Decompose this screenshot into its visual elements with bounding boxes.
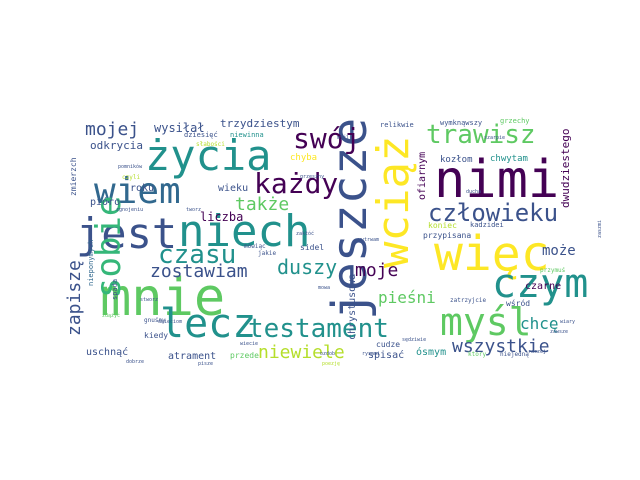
word-moze: może (542, 243, 576, 259)
word-spisac: spisać (368, 350, 405, 361)
word-kiedy: kiedy (144, 331, 169, 340)
word-trawisz: trawisz (426, 120, 536, 150)
word-chrystusowa: chrystusowa (347, 273, 358, 340)
word-sedziwie: sędziwie (402, 337, 427, 343)
word-lecz: lecz (160, 301, 257, 347)
word-wysilal: wysiłał (154, 121, 205, 135)
word-wiec: więc (434, 226, 550, 282)
word-nieponymych: nieponymych (87, 239, 95, 286)
word-ofiarnym: ofiarnym (417, 151, 428, 200)
word-raczej: raczej (528, 349, 547, 355)
word-mysl: myśl (440, 300, 532, 344)
word-moje: moje (355, 260, 399, 281)
word-zycia: życia (145, 131, 272, 180)
word-duszy: duszy (277, 255, 338, 279)
word-nimi: nimi (434, 150, 560, 210)
word-stworz: stworz (140, 297, 159, 303)
word-swoj: swój (293, 122, 361, 155)
word-rysami: rysami (362, 351, 381, 357)
word-ozdob: ozdob (320, 351, 336, 357)
word-chyba: chyba (290, 153, 318, 163)
word-piesni: pieśni (378, 288, 436, 307)
word-sidel: sidel (300, 243, 325, 252)
word-pisze: pisze (198, 361, 214, 367)
word-poezje: poezję (322, 361, 341, 367)
word-zaklocz: zakłóć (296, 231, 315, 237)
word-koniec: koniec (428, 221, 457, 230)
word-tworz: tworz (186, 207, 202, 213)
word-dzieciom: dzieciom (158, 319, 183, 325)
word-wiecie: wiecie (240, 341, 259, 347)
word-wciaz: wciąż (368, 135, 419, 268)
word-wymknawszy: wymknąwszy (440, 119, 483, 127)
word-wiary: wiary (560, 319, 576, 325)
word-ducha: ducha (466, 189, 482, 195)
word-przypisana: przypisana (423, 231, 472, 240)
word-niejedna: niejedną (500, 351, 529, 358)
word-trzydziestym: trzydziestym (220, 117, 300, 130)
word-zostawiam: zostawiam (150, 261, 248, 282)
word-wytrwam: wytrwam (358, 237, 380, 243)
word-wieku: wieku (218, 183, 249, 194)
word-spada: spada (111, 278, 119, 300)
word-wiem: wiem (94, 171, 181, 212)
word-czlowieku: człowieku (428, 199, 559, 227)
word-wsrod: wśród (506, 299, 531, 308)
word-grzeszny: grzeszny (300, 174, 325, 180)
word-mnie: mnie (100, 268, 226, 328)
word-mowa: mowa (318, 285, 331, 291)
word-jest: jest (76, 209, 178, 258)
word-odkrycia: odkrycia (90, 139, 143, 152)
word-kozlom: kozłom (440, 155, 473, 165)
word-relikwie: relikwie (380, 121, 414, 129)
word-zatrzyjcie: zatrzyjcie (450, 297, 487, 304)
word-jakie: jakie (258, 250, 277, 257)
word-zawsze: zawsze (550, 329, 569, 335)
word-niewinna: niewinna (230, 131, 264, 139)
word-uschnac: uschnąć (86, 347, 129, 358)
word-atrament: atrament (168, 351, 217, 362)
word-niewiele: niewiele (258, 342, 345, 363)
word-mojej: mojej (85, 119, 140, 140)
word-mysl-small: myśl (337, 135, 350, 141)
word-czarne: czarne (525, 281, 562, 292)
word-przymus: przymuś (540, 267, 566, 274)
word-cudze: cudze (376, 340, 401, 349)
word-kazdy: każdy (254, 167, 339, 200)
word-dwudziestego: dwudziestego (559, 128, 572, 208)
word-chce: chcę (520, 314, 559, 333)
word-osmym: ósmym (416, 347, 447, 358)
word-chwytam: chwytam (490, 154, 528, 164)
word-dobrze: dobrze (126, 359, 145, 365)
word-szarpie: szarpie (484, 135, 506, 141)
word-kadzidei: kadzidei (470, 221, 504, 229)
word-zdazyc: zdążyć (102, 313, 121, 319)
word-niech: niech (178, 206, 311, 257)
word-czyli: czyli (122, 174, 141, 181)
word-slabosci: słabości (196, 141, 225, 148)
word-ktory: ktory (468, 351, 487, 358)
word-zapisze: zapiszę (64, 260, 85, 336)
word-zmierzch: zmierzch (69, 157, 78, 196)
word-mowiac: mówiąc (244, 243, 266, 250)
word-przede: przede (230, 351, 259, 360)
word-testament: testament (248, 314, 389, 344)
word-pomnikow: pomników (118, 164, 143, 170)
word-wszystkie: wszystkie (452, 336, 550, 357)
word-takze: także (235, 194, 290, 215)
word-roku: roku (130, 183, 155, 194)
word-grzechy: grzechy (500, 117, 530, 125)
word-czasu: czasu (158, 240, 237, 270)
word-gnusny: gnuśny (144, 317, 166, 324)
word-czym: czym (492, 261, 589, 307)
word-zaszmi: zaszmi (597, 219, 603, 238)
word-liczba: liczba (200, 210, 244, 224)
word-zgnojeniu: zgnojeniu (116, 207, 144, 213)
word-pioro: pióro (90, 197, 121, 208)
word-dziesiec: dziesięć (184, 131, 218, 139)
